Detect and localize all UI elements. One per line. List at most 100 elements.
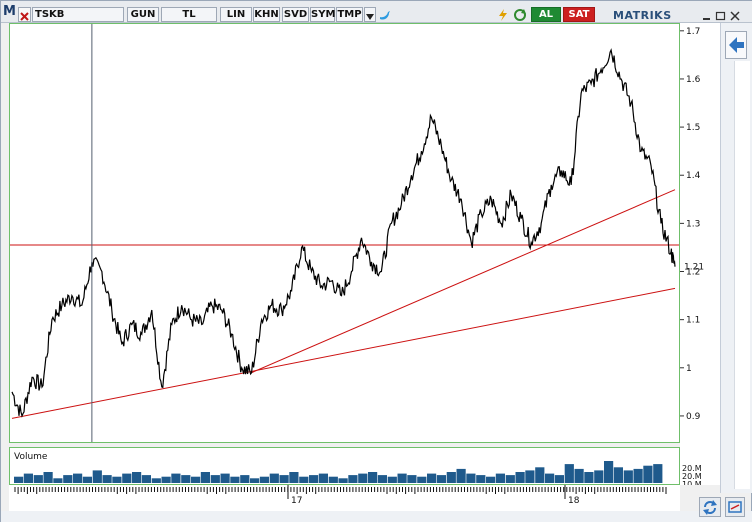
volume-bar [309, 475, 319, 483]
volume-axis-label: 20.M [682, 472, 702, 481]
refresh-icon[interactable] [513, 7, 527, 22]
menu-button[interactable]: M [3, 4, 16, 19]
volume-bar [43, 472, 53, 483]
volume-bar [594, 470, 604, 483]
volume-bar [643, 465, 653, 483]
volume-bar [279, 475, 289, 483]
price-chart[interactable] [10, 24, 679, 442]
volume-bar [328, 476, 338, 483]
volume-bar [377, 475, 387, 483]
volume-bar [535, 467, 545, 483]
price-series [11, 48, 676, 418]
brand-logo: MATRIKS [613, 9, 672, 22]
volume-bar [456, 468, 466, 483]
arrow-left-icon [729, 37, 744, 53]
minimize-icon[interactable] [701, 7, 712, 22]
date-tick-label: 18 [568, 496, 580, 506]
volume-bar [407, 475, 417, 483]
volume-panel[interactable]: Volume [9, 447, 680, 485]
price-tick-label: 1.7 [686, 27, 700, 37]
chart-settings-button[interactable] [725, 497, 745, 517]
volume-bar [92, 470, 102, 483]
volume-bar [613, 467, 623, 483]
volume-bar [417, 476, 427, 483]
volume-bar [73, 473, 83, 483]
volume-bar [102, 475, 112, 483]
volume-bar [525, 470, 535, 483]
price-tick-label: 0.9 [686, 412, 701, 422]
volume-bar [495, 473, 505, 483]
volume-bar [82, 476, 92, 483]
trend-line-1 [11, 287, 676, 419]
close-chart-icon[interactable] [18, 7, 31, 22]
volume-bar [14, 476, 24, 483]
khn-button[interactable]: KHN [253, 7, 280, 22]
volume-bar [318, 473, 328, 483]
volume-bar [181, 475, 191, 483]
period-button[interactable]: GUN [127, 7, 159, 22]
last-price-label: 1.21 [684, 263, 704, 273]
tmp-button[interactable]: TMP [336, 7, 363, 22]
scale-button[interactable]: LIN [220, 7, 252, 22]
sym-button[interactable]: SYM [310, 7, 336, 22]
trend-line-2 [251, 189, 676, 374]
volume-bar [387, 476, 397, 483]
volume-bar [289, 472, 299, 483]
volume-bar [200, 472, 210, 483]
sync-icon [703, 500, 717, 515]
volume-bar [33, 475, 43, 483]
price-tick-label: 1.6 [686, 75, 701, 85]
volume-bar [132, 472, 142, 483]
volume-bar [141, 475, 151, 483]
collapse-panel-button[interactable] [725, 31, 747, 59]
volume-bar [250, 478, 260, 483]
volume-bar [220, 473, 230, 483]
price-tick-label: 1.5 [686, 123, 700, 133]
volume-bar [112, 476, 122, 483]
right-sidebar [720, 23, 752, 493]
volume-bar [633, 468, 643, 483]
lightning-icon[interactable] [497, 7, 509, 22]
price-tick-label: 1 [686, 364, 692, 374]
toolbar: M TSKB GUN TL LIN KHN SVD SYM TMP AL SAT… [1, 1, 752, 23]
volume-bar [53, 478, 63, 483]
buy-button[interactable]: AL [531, 7, 561, 22]
volume-bar [23, 473, 33, 483]
volume-bar [505, 475, 515, 483]
volume-label: Volume [14, 452, 48, 462]
price-axis: 1.7 1.6 1.5 1.4 1.3 1.2 1.1 1 0.9 1.21 20.M 20.M 10.… [680, 23, 720, 497]
volume-bar [122, 473, 132, 483]
volume-bar [161, 476, 171, 483]
volume-bar [554, 475, 564, 483]
symbol-field[interactable]: TSKB [32, 7, 124, 22]
volume-bar [397, 473, 407, 483]
price-tick-label: 1.3 [686, 219, 700, 229]
volume-bar [515, 472, 525, 483]
maximize-icon[interactable] [715, 7, 726, 22]
sync-button[interactable] [699, 497, 721, 517]
volume-bar [210, 475, 220, 483]
price-panel[interactable] [9, 23, 680, 443]
volume-bar [653, 464, 663, 483]
sell-button[interactable]: SAT [563, 7, 595, 22]
price-tick-label: 1.4 [686, 171, 701, 181]
svd-button[interactable]: SVD [282, 7, 309, 22]
date-tick-label: 17 [291, 496, 302, 506]
volume-bar [240, 475, 250, 483]
twitter-icon[interactable] [378, 7, 392, 22]
volume-bar [584, 472, 594, 483]
volume-bar [466, 473, 476, 483]
volume-bar [358, 473, 368, 483]
dropdown-arrow-icon[interactable] [364, 7, 376, 22]
price-tick-label: 1.2 [686, 268, 700, 278]
sidebar-scroll-track[interactable] [734, 61, 750, 489]
volume-bar [623, 470, 633, 483]
volume-bar [151, 478, 161, 483]
close-window-icon[interactable] [729, 7, 741, 22]
trend-lines[interactable] [10, 189, 679, 419]
volume-axis-label: 10.M [682, 480, 702, 485]
settings-icon [728, 501, 742, 513]
currency-button[interactable]: TL [161, 7, 217, 22]
volume-bar [486, 476, 496, 483]
